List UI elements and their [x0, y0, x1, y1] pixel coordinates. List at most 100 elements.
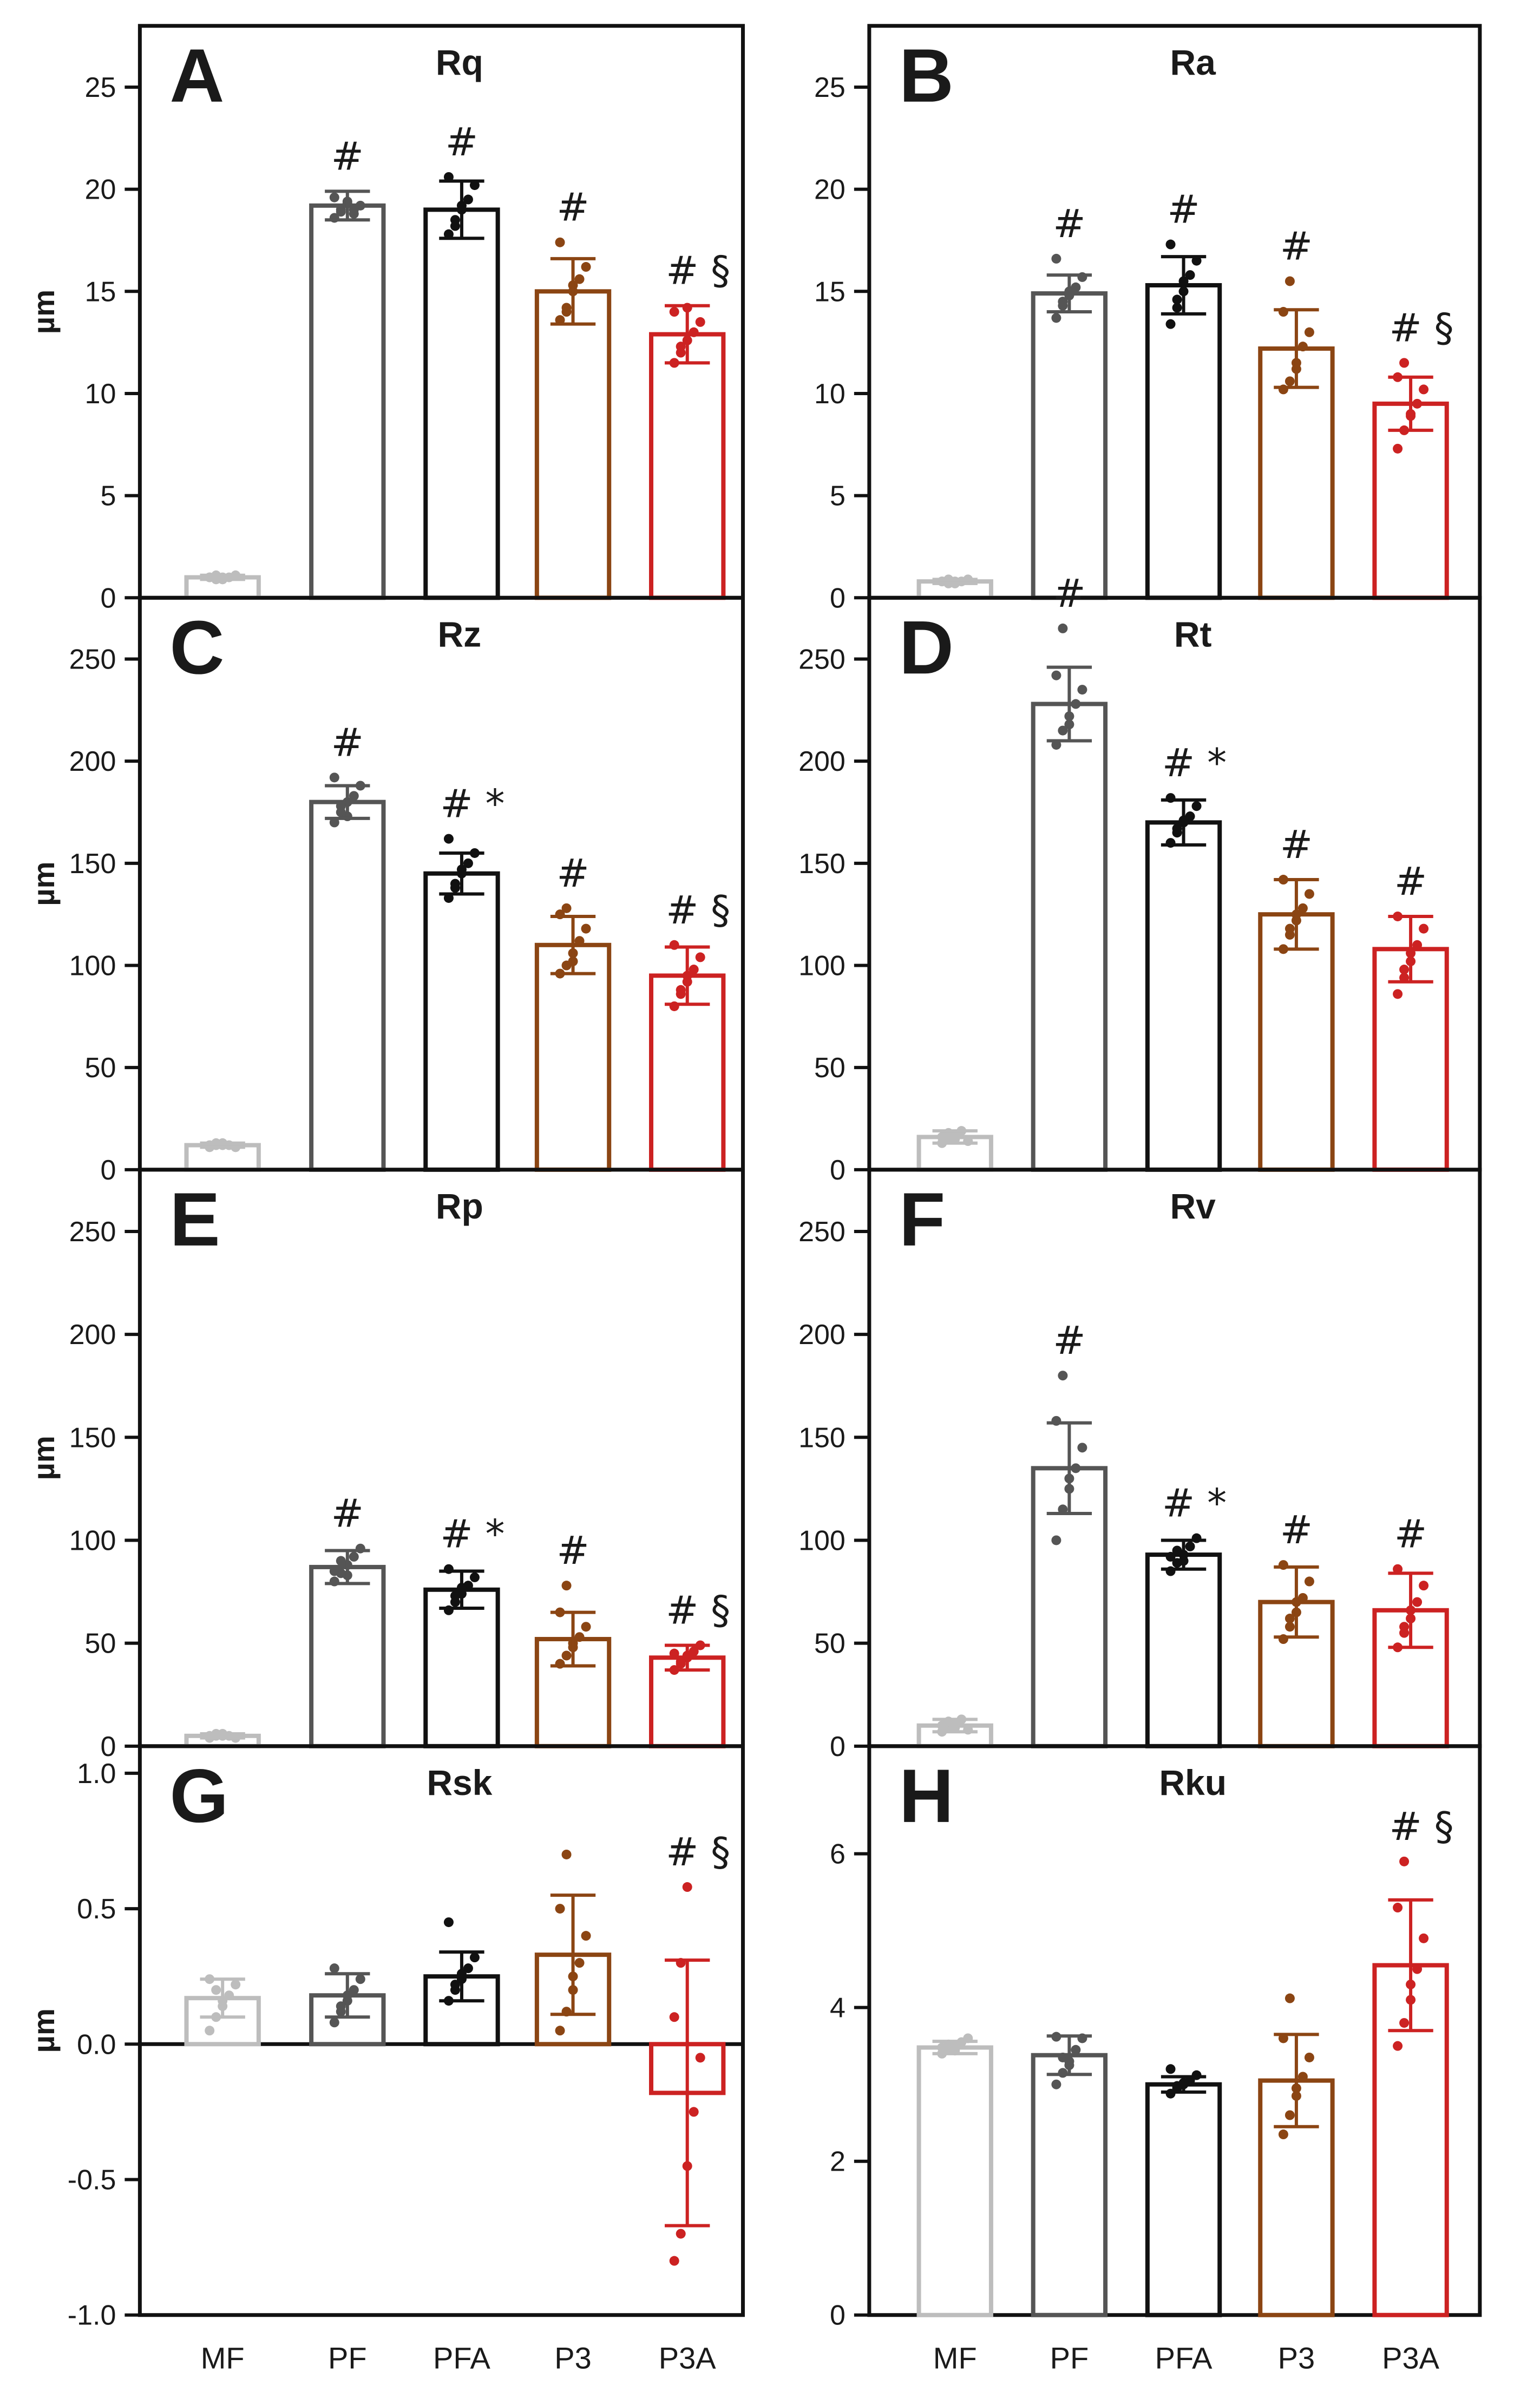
bar-pfa — [423, 871, 500, 1172]
panel-letter: A — [169, 33, 224, 118]
data-point — [682, 1882, 692, 1892]
data-point — [463, 1963, 473, 1974]
bar-p3a — [649, 973, 726, 1172]
data-point — [1419, 1933, 1429, 1943]
data-point — [574, 274, 585, 284]
data-point — [224, 1990, 234, 2001]
y-tick-label: 0.0 — [77, 2029, 116, 2060]
y-tick-label: -1.0 — [68, 2300, 116, 2331]
data-point — [336, 1556, 346, 1566]
y-tick-label: 10 — [814, 378, 846, 410]
data-point — [1399, 1856, 1410, 1866]
significance-mark: # — [1053, 201, 1085, 246]
data-point — [329, 1963, 339, 1974]
x-tick-label: P3A — [1382, 2341, 1439, 2375]
data-point — [1285, 376, 1295, 386]
data-point — [1304, 889, 1314, 899]
data-point — [676, 342, 686, 352]
data-point — [1412, 1964, 1423, 1974]
data-point — [329, 817, 339, 828]
data-point — [669, 2256, 679, 2266]
data-point — [1165, 239, 1176, 250]
data-point — [1393, 1903, 1403, 1913]
data-point — [689, 965, 699, 975]
data-point — [1278, 2130, 1288, 2140]
data-point — [1165, 1551, 1176, 1562]
data-point — [1071, 699, 1081, 709]
data-point — [676, 1656, 686, 1667]
data-point — [676, 985, 686, 995]
data-point — [355, 1974, 365, 1984]
significance-mark: # * — [1162, 1480, 1227, 1526]
data-point — [695, 317, 705, 327]
data-point — [231, 1980, 241, 1990]
significance-mark: # — [556, 1528, 589, 1573]
data-point — [1058, 1371, 1068, 1381]
panel-letter: F — [899, 1177, 946, 1262]
y-tick-label: 0.5 — [77, 1893, 116, 1925]
data-point — [443, 834, 454, 844]
panel-b: 0 5 10 15 20 25 B Ra # # # # § — [814, 24, 1482, 614]
y-tick-label: 0 — [830, 1155, 846, 1186]
data-point — [1304, 327, 1314, 337]
bar-pf — [309, 1564, 386, 1748]
data-point — [349, 791, 359, 801]
panel-a: 0 5 10 15 20 25 µm A Rq # # # # § — [27, 24, 745, 614]
significance-mark: # — [331, 1491, 364, 1536]
bar-p3a — [649, 332, 726, 600]
significance-mark: # — [445, 119, 478, 165]
data-point — [469, 1572, 480, 1582]
panel-title: Ra — [1170, 42, 1217, 82]
data-point — [1297, 342, 1308, 352]
y-tick-label: 15 — [85, 276, 116, 307]
panel-title: Rq — [436, 42, 483, 82]
data-point — [1304, 2052, 1314, 2062]
data-point — [469, 180, 480, 191]
significance-mark: # — [1394, 1511, 1427, 1557]
data-point — [561, 1650, 572, 1661]
data-point — [1285, 923, 1295, 934]
y-tick-label: 5 — [830, 481, 846, 512]
data-point — [555, 1904, 565, 1914]
data-point — [1399, 2018, 1410, 2028]
data-point — [1071, 2045, 1081, 2055]
panel-title: Rt — [1174, 614, 1212, 654]
bar-pf — [309, 800, 386, 1172]
data-point — [1058, 725, 1068, 736]
panel-title: Rku — [1159, 1762, 1227, 1803]
panel-title: Rz — [438, 614, 482, 654]
data-point — [1185, 1541, 1195, 1551]
bar-p3 — [1258, 912, 1335, 1172]
data-point — [561, 1581, 572, 1591]
data-point — [205, 2026, 215, 2036]
data-point — [1172, 294, 1182, 305]
data-point — [1058, 2052, 1068, 2062]
panel-title: Rsk — [427, 1762, 492, 1803]
y-tick-label: 200 — [69, 746, 116, 777]
data-point — [1393, 1564, 1403, 1574]
y-tick-label: 0 — [100, 1155, 116, 1186]
bar-pfa — [1145, 1552, 1222, 1748]
x-tick-label: PFA — [1155, 2341, 1213, 2375]
data-point — [1191, 255, 1202, 266]
significance-mark: # * — [440, 781, 504, 827]
data-point — [1419, 923, 1429, 934]
data-point — [1399, 965, 1410, 975]
data-point — [1304, 1576, 1314, 1587]
y-tick-label: 2 — [830, 2146, 846, 2178]
y-tick-label: 1.0 — [77, 1758, 116, 1790]
significance-mark: # — [556, 185, 589, 230]
data-point — [669, 1648, 679, 1659]
data-point — [574, 936, 585, 946]
panel-title: Rv — [1170, 1186, 1216, 1226]
data-point — [689, 2107, 699, 2117]
data-point — [695, 952, 705, 962]
data-point — [329, 2017, 339, 2028]
x-tick-label: P3 — [1278, 2341, 1315, 2375]
data-point — [1393, 989, 1403, 999]
data-point — [1393, 443, 1403, 454]
y-tick-label: 250 — [69, 1216, 116, 1248]
data-point — [1285, 276, 1295, 286]
data-point — [463, 194, 473, 205]
